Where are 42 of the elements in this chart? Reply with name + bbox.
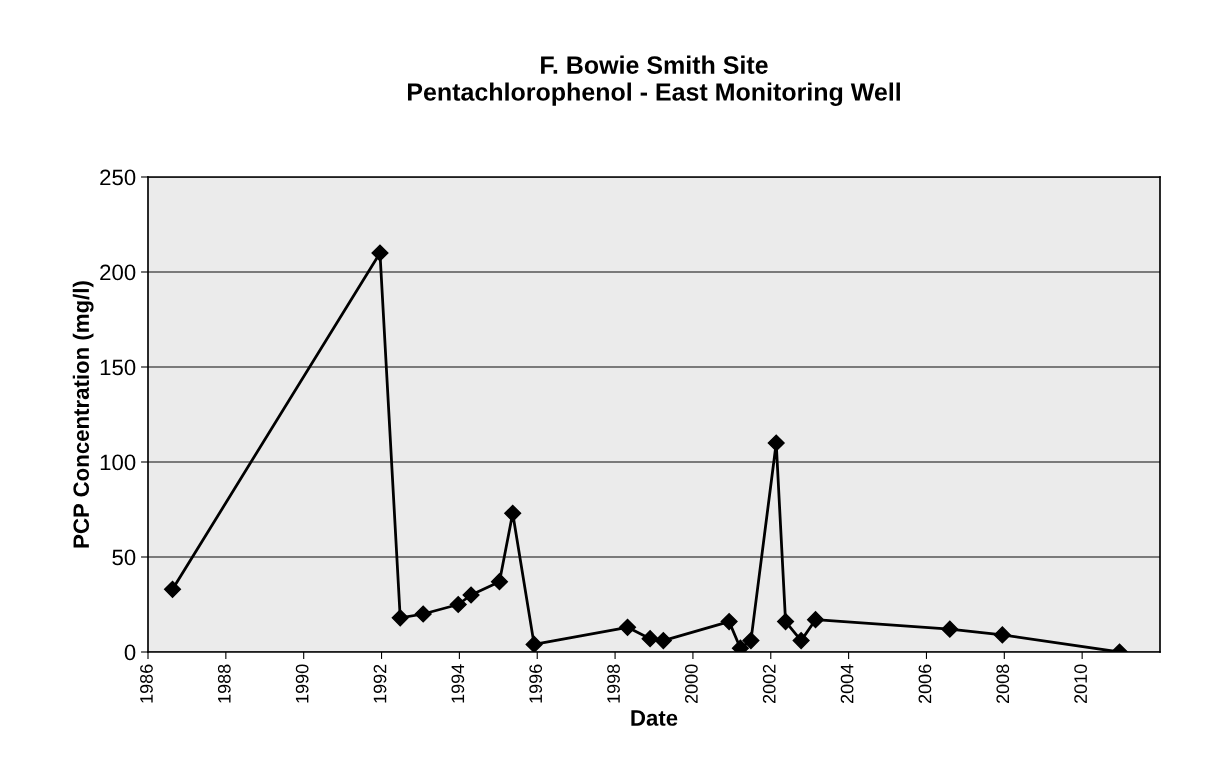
x-tick-label: 1998 xyxy=(607,664,620,703)
x-tick-label: 1988 xyxy=(217,664,231,703)
x-tick-label: 2004 xyxy=(840,664,854,704)
x-tick-label: 1994 xyxy=(451,664,465,703)
point xyxy=(490,573,509,591)
x-axis-title: Date xyxy=(631,710,678,726)
point xyxy=(993,626,1011,644)
point xyxy=(806,611,825,629)
y-axis-title: PCP Concentration (mg/l) xyxy=(72,281,94,548)
x-tick-label: 1992 xyxy=(373,664,387,703)
x-tick-label: 1986 xyxy=(140,664,153,703)
x-tick-label: 2010 xyxy=(1074,664,1087,704)
point xyxy=(462,586,480,604)
point xyxy=(641,630,659,648)
point xyxy=(654,632,672,650)
x-tick-label: 1990 xyxy=(295,664,309,703)
point xyxy=(449,595,467,614)
y-tick-label: 250 xyxy=(100,169,136,186)
y-tick-label: 200 xyxy=(100,264,136,281)
x-tick-label: 2000 xyxy=(684,664,698,704)
point xyxy=(525,635,543,652)
point xyxy=(777,613,795,631)
x-tick-label: 1996 xyxy=(529,664,543,703)
point xyxy=(720,613,738,631)
point xyxy=(414,605,432,623)
point xyxy=(941,620,959,638)
x-tick-label: 2008 xyxy=(996,664,1010,704)
y-tick-label: 50 xyxy=(112,549,136,566)
point xyxy=(371,244,389,262)
point xyxy=(391,609,409,627)
chart-title: F. Bowie Smith Site Pentachlorophenol - East Monitoring Well xyxy=(407,55,900,106)
y-tick-label: 150 xyxy=(100,359,136,376)
point xyxy=(742,632,760,650)
point xyxy=(163,580,182,598)
point xyxy=(504,504,522,522)
y-tick-label: 0 xyxy=(124,644,136,661)
point xyxy=(792,632,810,650)
point xyxy=(767,434,785,452)
y-tick-label: 100 xyxy=(100,454,136,471)
point xyxy=(618,618,637,636)
x-tick-label: 2002 xyxy=(762,664,776,704)
x-tick-label: 2006 xyxy=(918,664,932,704)
